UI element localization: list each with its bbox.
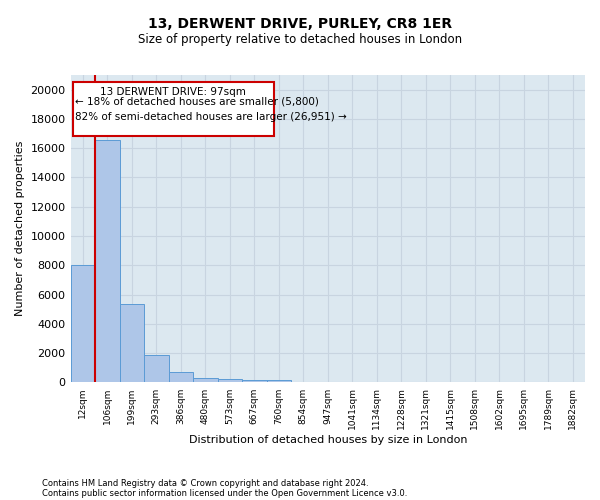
- Y-axis label: Number of detached properties: Number of detached properties: [15, 141, 25, 316]
- Bar: [218, 379, 242, 382]
- Text: Contains public sector information licensed under the Open Government Licence v3: Contains public sector information licen…: [42, 488, 407, 498]
- Bar: [71, 264, 95, 382]
- Bar: [119, 304, 144, 382]
- Text: 82% of semi-detached houses are larger (26,951) →: 82% of semi-detached houses are larger (…: [76, 112, 347, 122]
- Text: 13, DERWENT DRIVE, PURLEY, CR8 1ER: 13, DERWENT DRIVE, PURLEY, CR8 1ER: [148, 18, 452, 32]
- Text: Contains HM Land Registry data © Crown copyright and database right 2024.: Contains HM Land Registry data © Crown c…: [42, 478, 368, 488]
- Bar: [144, 356, 169, 382]
- FancyBboxPatch shape: [73, 82, 274, 136]
- Bar: [266, 380, 291, 382]
- Bar: [242, 380, 266, 382]
- Text: Size of property relative to detached houses in London: Size of property relative to detached ho…: [138, 32, 462, 46]
- Text: 13 DERWENT DRIVE: 97sqm: 13 DERWENT DRIVE: 97sqm: [100, 86, 247, 97]
- X-axis label: Distribution of detached houses by size in London: Distribution of detached houses by size …: [188, 435, 467, 445]
- Bar: [193, 378, 218, 382]
- Text: ← 18% of detached houses are smaller (5,800): ← 18% of detached houses are smaller (5,…: [76, 97, 319, 107]
- Bar: [95, 140, 119, 382]
- Bar: [169, 372, 193, 382]
